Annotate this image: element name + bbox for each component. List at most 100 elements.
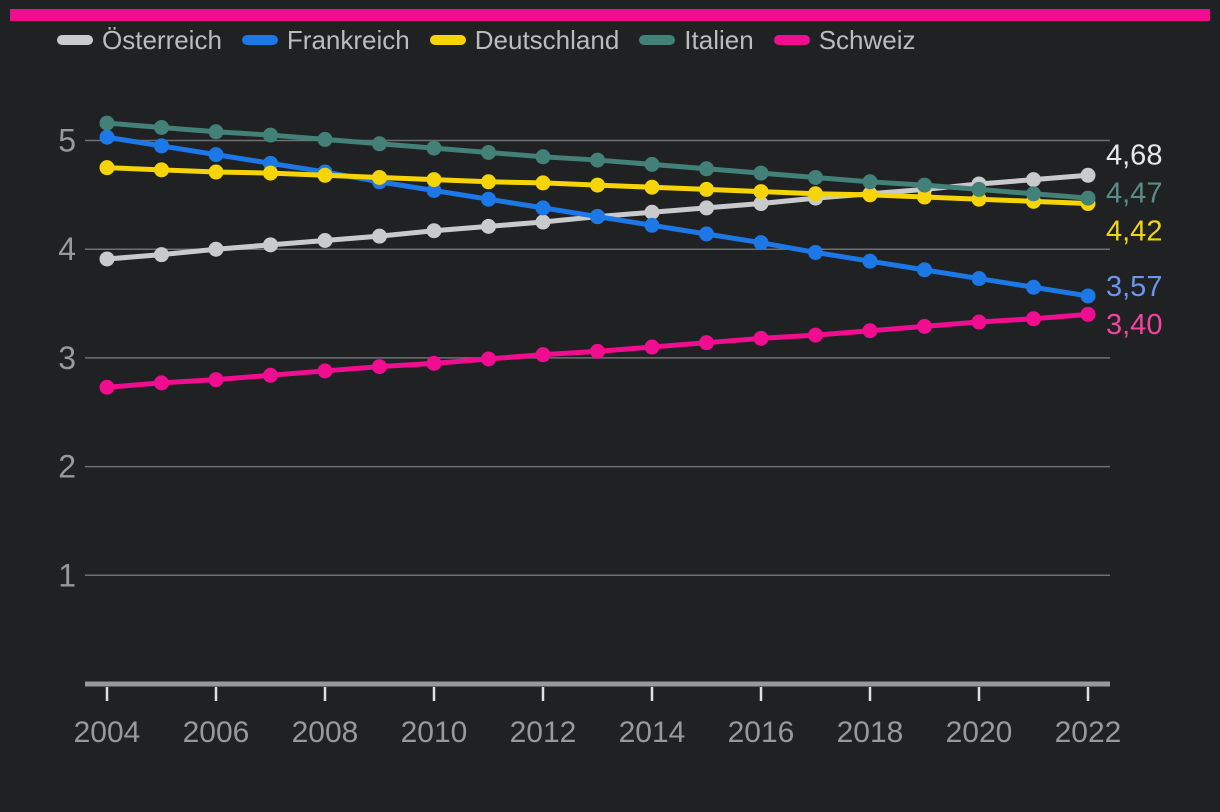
y-tick-label: 4 [58,231,76,267]
y-tick-label: 2 [58,449,76,485]
series-end-label-schweiz: 3,40 [1106,309,1162,341]
series-point-frankreich [590,209,605,225]
legend-swatch-deutschland [429,35,466,45]
series-point-frankreich [862,253,878,269]
series-point-österreich [481,218,496,234]
series-point-österreich [99,251,115,267]
series-point-frankreich [808,244,823,260]
series-point-schweiz [1080,306,1096,322]
series-point-frankreich [154,138,169,154]
series-end-label-italien: 4,47 [1106,177,1162,209]
x-tick-label: 2012 [510,716,577,749]
legend-label-schweiz: Schweiz [818,25,916,55]
series-end-label-deutschland: 4,42 [1106,215,1162,247]
legend-item-oesterreich[interactable]: Österreich [57,27,222,53]
series-point-italien [481,144,496,160]
legend-swatch-italien [639,35,676,45]
series-point-frankreich [99,129,115,145]
series-point-österreich [644,204,660,220]
series-point-deutschland [808,186,823,202]
series-point-österreich [154,247,169,263]
series-point-italien [1080,190,1096,206]
series-point-frankreich [971,271,987,287]
series-point-österreich [317,233,333,249]
x-tick-label: 2008 [292,716,359,749]
series-point-italien [208,124,224,140]
series-point-österreich [1080,167,1096,183]
series-point-österreich [753,196,769,212]
series-point-frankreich [1026,279,1041,295]
series-point-deutschland [372,169,387,185]
series-point-frankreich [1080,288,1096,304]
series-point-deutschland [753,184,769,200]
series-point-schweiz [590,343,605,359]
series-point-schweiz [263,367,278,383]
series-point-deutschland [317,167,333,183]
x-tick-label: 2006 [183,716,250,749]
series-point-schweiz [99,379,115,395]
series-point-schweiz [317,363,333,379]
x-tick-label: 2022 [1055,716,1122,749]
x-tick-label: 2018 [837,716,904,749]
series-point-schweiz [917,318,932,334]
series-point-österreich [699,200,714,216]
series-point-österreich [208,241,224,257]
series-point-frankreich [535,200,551,216]
series-point-frankreich [208,147,224,163]
series-point-frankreich [426,183,442,199]
series-point-schweiz [481,351,496,367]
series-point-italien [644,156,660,172]
legend-swatch-oesterreich [57,35,93,45]
series-point-österreich [1026,172,1041,188]
series-point-italien [699,161,714,177]
series-point-deutschland [263,165,278,181]
legend-label-oesterreich: Österreich [102,25,222,55]
series-point-deutschland [154,162,169,178]
x-tick-label: 2020 [946,716,1013,749]
series-point-italien [535,149,551,165]
legend-item-frankreich[interactable]: Frankreich [241,27,410,53]
series-point-italien [99,115,115,131]
series-point-deutschland [590,177,605,193]
x-tick-label: 2010 [401,716,468,749]
series-point-schweiz [971,314,987,330]
series-end-label-frankreich: 3,57 [1106,271,1162,303]
series-point-frankreich [481,191,496,207]
series-point-österreich [263,237,278,253]
series-point-deutschland [99,160,115,176]
series-point-frankreich [644,217,660,233]
y-tick-label: 5 [58,123,76,159]
series-point-deutschland [917,189,932,205]
legend-item-deutschland[interactable]: Deutschland [429,25,620,55]
series-point-italien [753,165,769,181]
x-tick-label: 2004 [74,716,141,749]
series-point-deutschland [481,174,496,190]
series-point-italien [971,181,987,197]
series-point-italien [1026,186,1041,202]
series-point-österreich [426,223,442,239]
series-point-schweiz [1026,311,1041,327]
series-point-italien [317,131,333,147]
series-point-italien [263,127,278,143]
y-tick-label: 3 [58,340,76,376]
series-point-deutschland [862,187,878,203]
legend-swatch-schweiz [773,35,810,45]
series-point-schweiz [808,327,823,343]
series-point-schweiz [535,347,551,363]
series-point-italien [372,136,387,152]
legend-label-italien: Italien [684,25,754,55]
series-point-schweiz [699,335,714,351]
legend-item-schweiz[interactable]: Schweiz [773,25,916,55]
series-point-italien [808,169,823,185]
series-point-schweiz [862,323,878,339]
series-point-italien [862,174,878,190]
series-point-deutschland [535,175,551,191]
legend-label-deutschland: Deutschland [474,25,620,55]
series-point-schweiz [426,355,442,371]
legend-item-italien[interactable]: Italien [639,25,754,55]
series-point-frankreich [753,235,769,251]
series-point-frankreich [917,262,932,278]
legend-swatch-frankreich [241,35,278,45]
